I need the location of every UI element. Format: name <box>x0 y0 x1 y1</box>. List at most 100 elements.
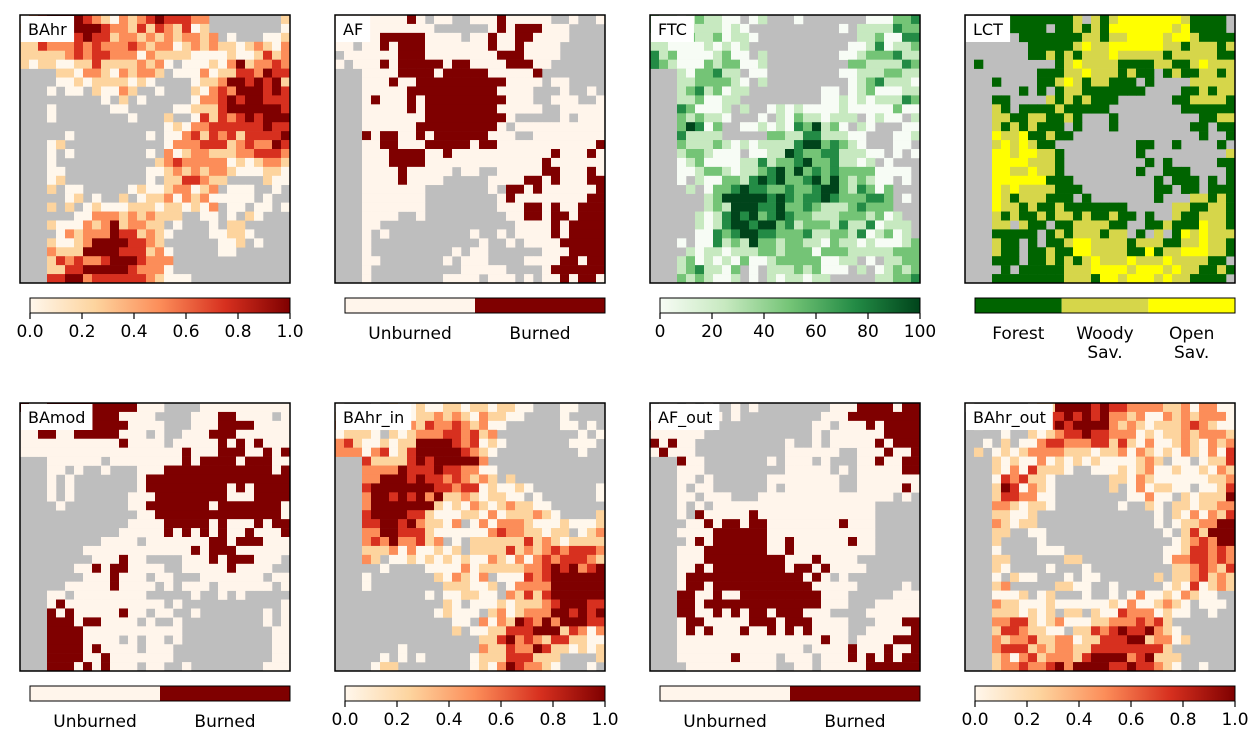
map-cell <box>1028 608 1038 618</box>
map-cell <box>218 41 228 52</box>
map-cell <box>848 519 858 529</box>
map-cell <box>794 465 804 475</box>
map-cell <box>1055 447 1065 457</box>
map-cell <box>1082 274 1092 284</box>
map-cell <box>155 662 165 672</box>
map-cell <box>911 456 921 466</box>
map-cell <box>803 211 813 221</box>
map-cell <box>488 140 498 150</box>
map-cell <box>119 68 129 78</box>
map-cell <box>875 95 885 105</box>
map-cell <box>902 653 912 663</box>
map-cell <box>227 220 237 230</box>
map-cell <box>794 274 804 284</box>
map-cell <box>542 644 552 654</box>
map-cell <box>686 456 696 466</box>
map-cell <box>569 626 579 636</box>
map-cell <box>470 447 480 457</box>
map-cell <box>533 563 543 574</box>
map-cell <box>146 274 156 284</box>
map-cell <box>1028 202 1038 212</box>
map-cell <box>839 545 849 556</box>
map-cell <box>1226 131 1236 141</box>
map-cell <box>812 131 822 141</box>
map-cell <box>281 465 291 475</box>
map-cell <box>1001 528 1011 538</box>
map-cell <box>1010 608 1020 618</box>
map-cell <box>380 15 390 25</box>
map-cell <box>434 420 444 431</box>
map-cell <box>848 438 858 448</box>
map-cell <box>110 211 120 221</box>
map-cell <box>488 608 498 618</box>
map-cell <box>425 122 435 132</box>
map-cell <box>1226 68 1236 78</box>
map-cell <box>1163 184 1173 194</box>
map-cell <box>1082 456 1092 466</box>
map-cell <box>272 140 282 150</box>
map-cell <box>506 32 516 43</box>
map-cell <box>749 626 759 636</box>
map-cell <box>1064 229 1074 239</box>
map-cell <box>461 140 471 150</box>
map-cell <box>758 545 768 556</box>
map-cell <box>506 104 516 114</box>
map-cell <box>713 68 723 78</box>
map-cell <box>1199 572 1209 582</box>
map-cell <box>677 149 687 159</box>
map-cell <box>452 274 462 284</box>
map-cell <box>1064 41 1074 52</box>
map-cell <box>740 572 750 582</box>
map-cell <box>263 403 273 413</box>
map-cell <box>677 617 687 627</box>
map-cell <box>1055 238 1065 248</box>
map-cell <box>1217 572 1227 582</box>
map-cell <box>560 626 570 636</box>
map-cell <box>857 563 867 574</box>
map-cell <box>344 41 354 52</box>
map-cell <box>1136 483 1146 493</box>
map-cell <box>884 447 894 457</box>
map-cell <box>695 77 705 87</box>
map-cell <box>1181 175 1191 186</box>
map-cell <box>128 644 138 654</box>
map-cell <box>866 492 876 502</box>
map-cell <box>992 247 1002 257</box>
map-cell <box>1109 15 1119 25</box>
map-cell <box>506 528 516 538</box>
map-cell <box>812 465 822 475</box>
map-cell <box>173 32 183 43</box>
map-cell <box>1217 581 1227 591</box>
map-cell <box>434 438 444 448</box>
map-cell <box>245 193 255 203</box>
map-cell <box>434 456 444 466</box>
map-cell <box>524 86 534 96</box>
map-cell <box>263 492 273 502</box>
map-cell <box>830 202 840 212</box>
map-cell <box>128 202 138 212</box>
map <box>650 15 921 284</box>
map-cell <box>1163 438 1173 448</box>
map-cell <box>1001 644 1011 654</box>
map-cell <box>1127 438 1137 448</box>
map-cell <box>1154 265 1164 275</box>
map-cell <box>488 492 498 502</box>
map-cell <box>1118 456 1128 466</box>
map-cell <box>1082 41 1092 52</box>
map-cell <box>560 554 570 565</box>
map-cell <box>200 184 210 194</box>
map-cell <box>92 554 102 565</box>
map-cell <box>1091 644 1101 654</box>
map-cell <box>533 617 543 627</box>
map-cell <box>47 59 57 69</box>
map-cell <box>1073 59 1083 69</box>
map-cell <box>542 32 552 43</box>
map-cell <box>830 519 840 529</box>
map-cell <box>812 274 822 284</box>
map-cell <box>389 429 399 440</box>
map-cell <box>47 238 57 248</box>
map-cell <box>659 447 669 457</box>
map-cell <box>713 265 723 275</box>
map-cell <box>776 184 786 194</box>
map-cell <box>1010 157 1020 168</box>
